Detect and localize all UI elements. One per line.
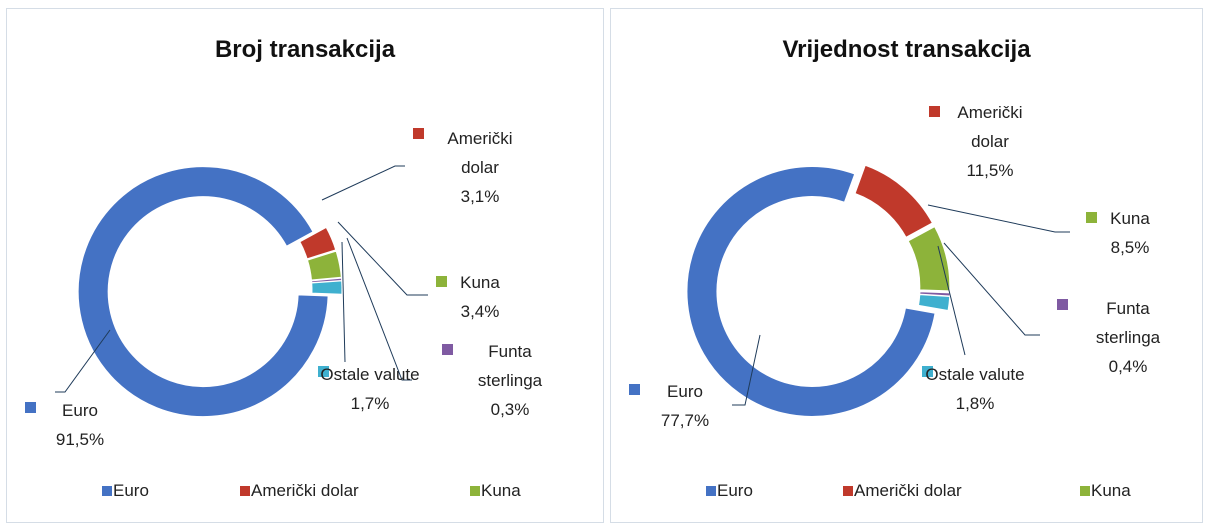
legend-label: Kuna [481, 481, 521, 500]
label-marker [25, 402, 36, 413]
data-label-name: Euro [62, 401, 98, 420]
data-label-name: Kuna [1110, 209, 1150, 228]
label-marker [922, 366, 933, 377]
data-label-value: 3,1% [460, 187, 500, 206]
data-label-name: Američki dolar [957, 103, 1023, 151]
leader-line [321, 165, 405, 201]
label-marker [436, 276, 447, 287]
label-marker [929, 106, 940, 117]
legend-swatch [102, 486, 112, 496]
chart-title: Vrijednost transakcija [782, 36, 1031, 63]
label-marker [629, 384, 640, 395]
data-label-value: 11,5% [966, 161, 1014, 180]
legend-swatch [1080, 486, 1090, 496]
leader-line [927, 204, 1070, 233]
label-marker [413, 128, 424, 139]
leader-line [943, 242, 1040, 336]
legend-label: Euro [113, 481, 149, 500]
donut-segment [299, 226, 337, 260]
legend-label: Euro [717, 481, 753, 500]
legend-swatch [706, 486, 716, 496]
donut-segment [686, 166, 936, 417]
donut-segment [907, 225, 951, 292]
panel-border [6, 8, 604, 523]
data-label-value: 1,8% [955, 394, 995, 413]
data-label-value: 3,4% [460, 302, 500, 321]
data-label-name: Ostale valute [320, 365, 420, 384]
label-marker [1057, 299, 1068, 310]
leader-line [346, 237, 412, 381]
data-label-name: Funta sterlinga [477, 342, 543, 390]
label-marker [442, 344, 453, 355]
panel-border [610, 8, 1203, 523]
data-label-name: Američki dolar [447, 129, 513, 177]
data-label-value: 1,7% [350, 394, 390, 413]
data-label-value: 0,3% [490, 400, 530, 419]
legend-label: Kuna [1091, 481, 1131, 500]
data-label-value: 77,7% [660, 411, 710, 430]
donut-segment [77, 166, 329, 418]
donut-segment [311, 280, 343, 295]
leader-line [937, 245, 966, 356]
data-label-value: 8,5% [1110, 238, 1150, 257]
leader-line [337, 221, 428, 296]
leader-line [341, 241, 346, 363]
donut-segment [917, 294, 951, 312]
legend-label: Američki dolar [854, 481, 962, 500]
leader-line [732, 334, 761, 406]
legend-swatch [843, 486, 853, 496]
data-label-value: 0,4% [1108, 357, 1148, 376]
legend-swatch [470, 486, 480, 496]
data-label-name: Euro [667, 382, 703, 401]
data-label-name: Funta sterlinga [1095, 299, 1161, 347]
chart-title: Broj transakcija [214, 36, 396, 63]
donut-segment [306, 250, 342, 281]
leader-line [55, 329, 111, 393]
legend-label: Američki dolar [251, 481, 359, 500]
label-marker [1086, 212, 1097, 223]
data-label-value: 91,5% [55, 430, 105, 449]
data-label-name: Kuna [460, 273, 500, 292]
label-marker [318, 366, 329, 377]
data-label-name: Ostale valute [925, 365, 1025, 384]
donut-segment [854, 164, 934, 238]
legend-swatch [240, 486, 250, 496]
